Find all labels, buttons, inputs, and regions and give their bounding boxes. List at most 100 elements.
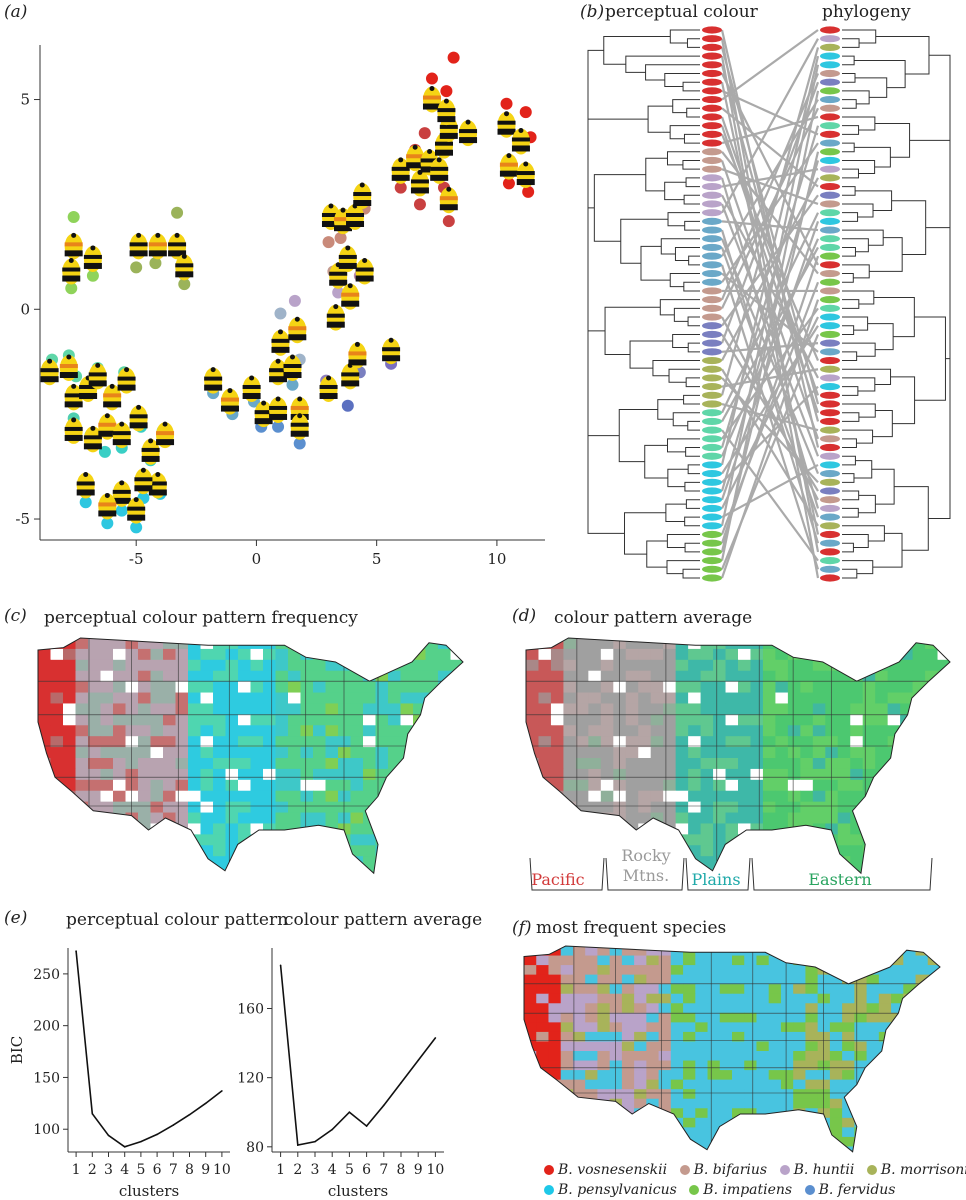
map-cell xyxy=(585,955,598,966)
bee-head xyxy=(506,153,512,159)
map-cell xyxy=(817,1003,831,1014)
map-cell xyxy=(575,790,589,803)
map-cell xyxy=(613,758,627,770)
map-cell xyxy=(756,1012,770,1023)
map-cell xyxy=(638,714,652,726)
right-leaf xyxy=(820,78,840,86)
map-cell xyxy=(400,659,414,672)
map-cell xyxy=(621,974,635,985)
map-cell xyxy=(683,1060,696,1071)
map-cell xyxy=(695,1108,709,1119)
legend-row-2: B. pensylvanicus B. impatiens B. fervidu… xyxy=(536,1182,895,1198)
map-cell xyxy=(113,703,126,715)
map-cell xyxy=(600,638,614,650)
map-cell xyxy=(275,768,289,781)
map-cell xyxy=(600,736,614,748)
map-cell xyxy=(842,1051,855,1062)
bee-stripe xyxy=(156,431,175,436)
map-cell xyxy=(638,659,652,672)
map-cell xyxy=(572,1060,586,1071)
map-cell xyxy=(829,1003,843,1014)
map-cell xyxy=(625,758,639,770)
map-cell xyxy=(538,747,552,759)
map-cell xyxy=(842,1022,855,1033)
map-cell xyxy=(585,1003,598,1014)
map-cell xyxy=(621,984,635,995)
right-leaf xyxy=(820,504,840,513)
map-cell xyxy=(725,823,739,835)
map-cell xyxy=(658,1003,672,1014)
map-cell xyxy=(713,779,727,792)
map-cell xyxy=(663,681,677,694)
map-cell xyxy=(238,758,251,770)
map-cell xyxy=(725,648,739,661)
bee-tail xyxy=(391,174,410,181)
legend-pensylvanicus: B. pensylvanicus xyxy=(558,1182,677,1198)
panel-a-letter: (a) xyxy=(4,2,28,22)
map-cell xyxy=(866,1051,880,1062)
map-cell xyxy=(688,812,702,824)
map-cell xyxy=(650,736,664,748)
x-tick-label: 6 xyxy=(153,1162,162,1178)
map-cell xyxy=(300,714,314,726)
map-cell xyxy=(707,1108,721,1119)
left-leaf xyxy=(702,278,722,286)
map-cell xyxy=(138,736,151,748)
map-cell xyxy=(850,845,864,857)
map-cell xyxy=(621,955,635,966)
map-cell xyxy=(725,747,739,759)
map-cell xyxy=(683,993,696,1004)
map-cell xyxy=(713,725,727,737)
map-cell xyxy=(744,1098,757,1109)
map-cell xyxy=(585,1031,598,1042)
map-cell xyxy=(88,725,101,737)
map-cell xyxy=(688,703,702,715)
map-cell xyxy=(63,736,76,748)
left-leaf xyxy=(702,148,722,156)
map-cell xyxy=(350,758,364,770)
map-cell xyxy=(225,725,239,737)
map-cell xyxy=(695,1127,709,1138)
map-cell xyxy=(100,779,114,792)
map-cell xyxy=(750,670,764,683)
map-cell xyxy=(695,1060,709,1071)
bee-glyph xyxy=(338,245,357,272)
map-cell xyxy=(805,1070,819,1081)
data-point xyxy=(413,198,426,211)
map-cell xyxy=(817,1079,831,1090)
map-cell xyxy=(800,714,814,726)
tanglegram xyxy=(587,26,951,582)
map-cell xyxy=(213,670,226,683)
map-cell xyxy=(780,1022,794,1033)
map-cell xyxy=(163,670,176,683)
bee-stripe xyxy=(141,447,160,452)
bee-stripe xyxy=(326,313,345,318)
map-cell xyxy=(600,768,614,781)
map-cell xyxy=(50,692,64,704)
map-cell xyxy=(300,801,314,814)
bee-head xyxy=(436,157,442,163)
tangle-link xyxy=(721,220,819,232)
map-cell xyxy=(88,790,101,803)
bee-stripe xyxy=(62,267,81,272)
data-point xyxy=(522,185,535,198)
map-cell xyxy=(793,1060,806,1071)
map-cell xyxy=(609,1060,623,1071)
map-cell xyxy=(613,747,627,759)
map-cell xyxy=(688,779,702,792)
map-cell xyxy=(787,768,801,781)
map-cell xyxy=(862,725,876,737)
left-leaf xyxy=(702,217,722,225)
map-cell xyxy=(548,1051,562,1062)
map-cell xyxy=(634,946,647,957)
data-point xyxy=(98,445,111,458)
bee-stripe xyxy=(334,217,352,222)
left-leaf xyxy=(702,557,722,565)
right-leaf xyxy=(820,35,840,43)
map-cell xyxy=(75,703,89,715)
map-cell xyxy=(875,758,889,770)
map-cell xyxy=(388,681,401,694)
map-cell xyxy=(719,1003,733,1014)
